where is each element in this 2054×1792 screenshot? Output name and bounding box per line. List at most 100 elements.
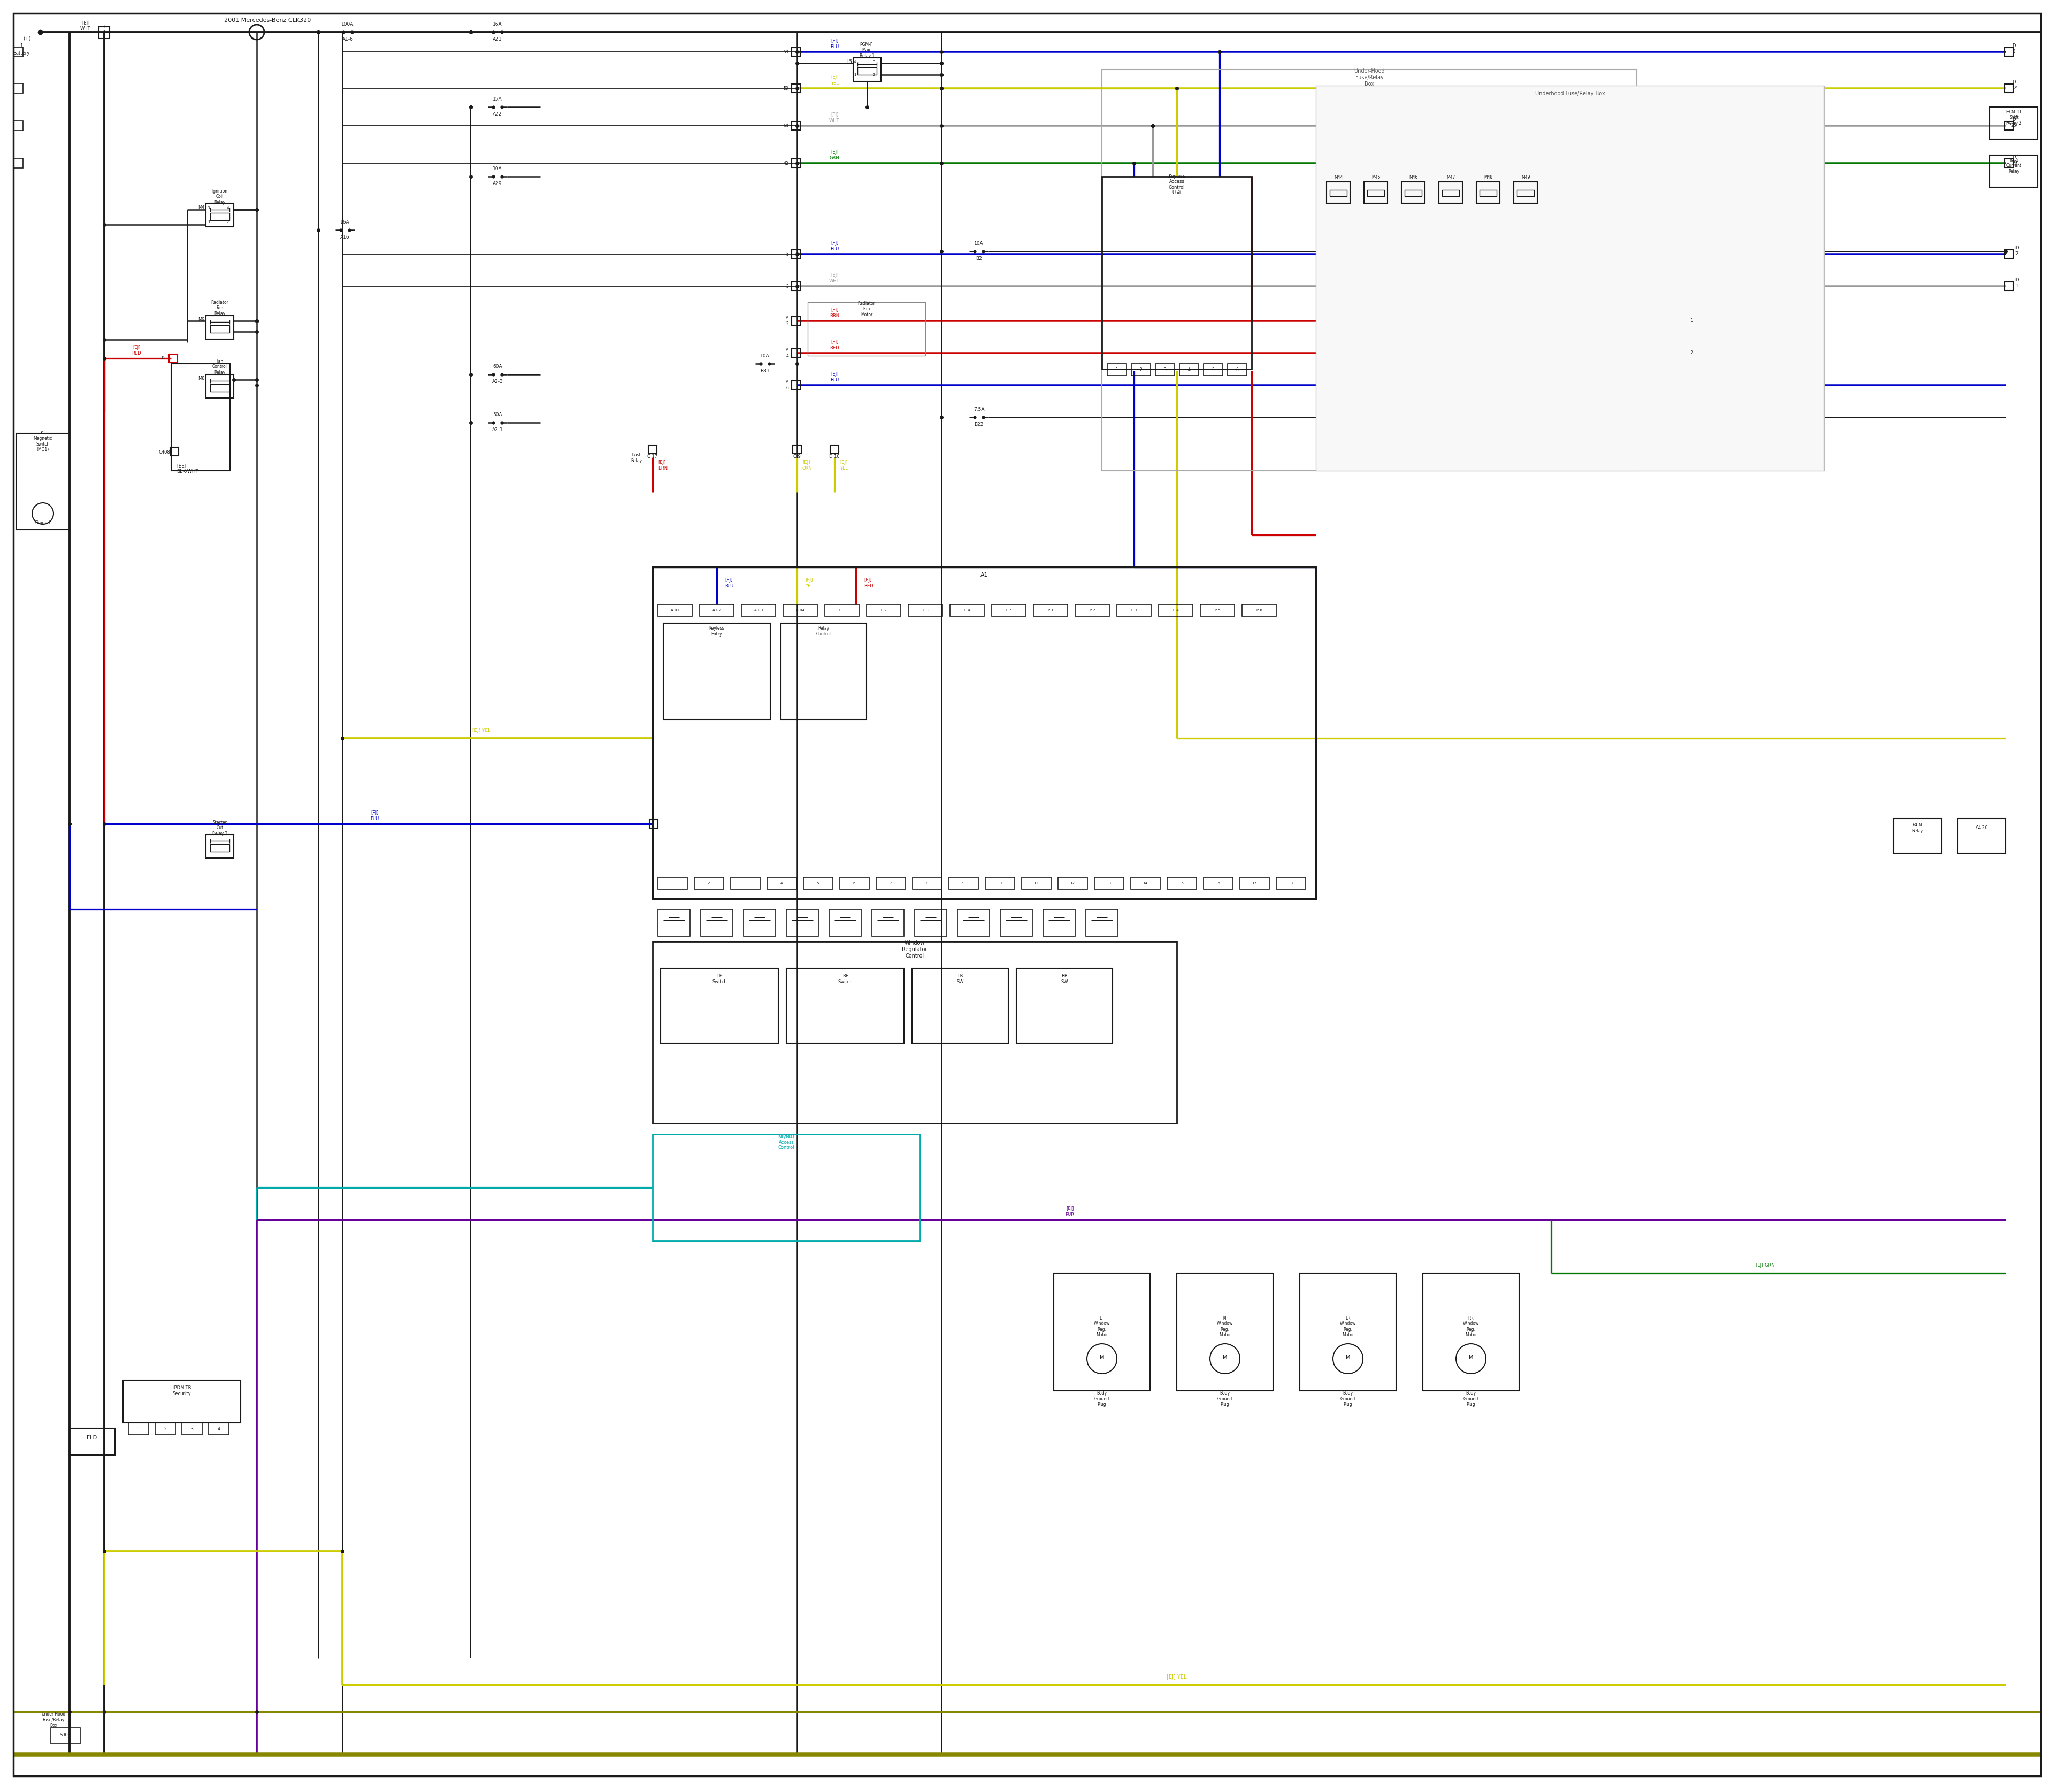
Text: LR
Window
Reg.
Motor: LR Window Reg. Motor (1339, 1315, 1356, 1337)
Text: Under-Hood
Fuse/Relay
Box: Under-Hood Fuse/Relay Box (41, 1711, 66, 1727)
Text: 16: 16 (1216, 882, 1220, 885)
Text: T1
1: T1 1 (103, 25, 107, 36)
Text: 60A: 60A (493, 364, 501, 369)
Bar (867, 604, 902, 616)
Text: M47: M47 (1446, 176, 1454, 179)
Text: 59: 59 (783, 86, 789, 91)
Text: RF
Switch: RF Switch (838, 973, 852, 984)
Text: P 5: P 5 (1214, 609, 1220, 611)
Text: D
26: D 26 (2011, 116, 2017, 127)
Bar (744, 909, 776, 935)
Text: 1: 1 (854, 73, 857, 77)
Bar (1021, 878, 1052, 889)
Bar (657, 878, 688, 889)
Bar (957, 909, 990, 935)
Bar (14, 47, 23, 57)
Text: 2: 2 (164, 1426, 166, 1432)
Text: M44: M44 (1333, 176, 1343, 179)
Text: [EJ]
PUR: [EJ] PUR (1066, 1206, 1074, 1217)
Text: D 10: D 10 (830, 455, 840, 459)
Text: D
19: D 19 (2011, 154, 2017, 165)
Bar (1300, 1272, 1397, 1391)
Bar (766, 878, 797, 889)
Bar (649, 444, 657, 453)
Text: 4: 4 (1187, 367, 1191, 373)
Text: L5: L5 (846, 59, 852, 65)
Bar (653, 566, 1317, 898)
Bar (1241, 878, 1269, 889)
Bar (787, 909, 817, 935)
Bar (1682, 317, 1690, 324)
Bar (1000, 909, 1033, 935)
Bar (661, 968, 778, 1043)
Text: LF
Window
Reg.
Motor: LF Window Reg. Motor (1095, 1315, 1109, 1337)
Bar (1033, 604, 1068, 616)
Bar (1276, 878, 1306, 889)
Bar (1514, 181, 1536, 202)
Bar (1401, 181, 1425, 202)
Bar (1364, 181, 1389, 202)
Text: 1: 1 (1690, 319, 1692, 323)
Text: Battery: Battery (12, 52, 29, 56)
Bar (791, 349, 801, 357)
Bar (123, 1380, 240, 1423)
Text: 11: 11 (1033, 882, 1039, 885)
Bar (914, 909, 947, 935)
Bar (1177, 1272, 1273, 1391)
Text: A22: A22 (493, 113, 501, 116)
Text: A
6: A 6 (785, 380, 789, 391)
Text: 3: 3 (787, 283, 789, 289)
Bar (840, 878, 869, 889)
Text: 2: 2 (873, 73, 875, 77)
Text: A R2: A R2 (713, 609, 721, 611)
Text: Keyless
Access
Control
Unit: Keyless Access Control Unit (1169, 174, 1185, 195)
Text: 5: 5 (1212, 367, 1214, 373)
Bar (1087, 909, 1117, 935)
Bar (14, 84, 23, 93)
Text: Body
Ground
Plug: Body Ground Plug (1218, 1391, 1232, 1407)
Bar (1317, 86, 1824, 471)
Bar (1200, 604, 1234, 616)
Text: 1: 1 (672, 882, 674, 885)
Bar (1440, 181, 1462, 202)
Bar (653, 941, 1177, 1124)
Text: M48: M48 (1483, 176, 1493, 179)
Text: [EI]
WHT: [EI] WHT (80, 20, 90, 30)
Text: (+): (+) (23, 36, 31, 41)
Text: A R1: A R1 (672, 609, 680, 611)
Text: Under-Hood
Fuse/Relay
Box: Under-Hood Fuse/Relay Box (1354, 68, 1384, 86)
Bar (1204, 364, 1222, 376)
Text: [EJ]
YEL: [EJ] YEL (830, 75, 838, 86)
Bar (908, 604, 943, 616)
Text: 5: 5 (817, 882, 820, 885)
Text: F 5: F 5 (1006, 609, 1013, 611)
Text: LR
SW: LR SW (957, 973, 963, 984)
Text: K1
Magnetic
Switch
(MG1): K1 Magnetic Switch (MG1) (33, 430, 51, 452)
Bar (1405, 190, 1421, 197)
Text: 3: 3 (744, 882, 746, 885)
Text: Dash
Relay: Dash Relay (631, 453, 641, 462)
Text: 3: 3 (873, 61, 875, 65)
Bar (2005, 281, 2013, 290)
Bar (2005, 84, 2013, 93)
Text: 5: 5 (787, 251, 789, 256)
Text: 8: 8 (926, 882, 928, 885)
Bar (1479, 190, 1497, 197)
Bar (1179, 364, 1200, 376)
Bar (741, 604, 776, 616)
Bar (791, 159, 801, 167)
Bar (731, 878, 760, 889)
Bar (205, 835, 234, 858)
Bar (700, 604, 733, 616)
Bar (156, 1423, 175, 1435)
Bar (1158, 604, 1193, 616)
Text: [EJ]
ORN: [EJ] ORN (803, 461, 813, 471)
Text: F 3: F 3 (922, 609, 928, 611)
Text: 1: 1 (1115, 367, 1117, 373)
Bar (1442, 190, 1458, 197)
Text: [EJ]
YEL: [EJ] YEL (805, 577, 813, 588)
Text: Underhood Fuse/Relay Box: Underhood Fuse/Relay Box (1534, 91, 1604, 97)
Text: 16A: 16A (341, 220, 349, 226)
Text: 10A: 10A (760, 353, 770, 358)
Bar (2005, 48, 2013, 56)
